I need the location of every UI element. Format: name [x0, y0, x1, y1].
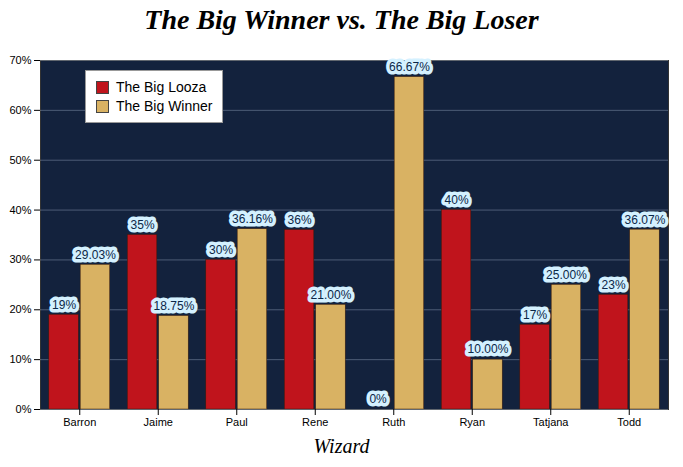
svg-text:Ruth: Ruth — [382, 416, 405, 428]
svg-text:36.16%: 36.16% — [232, 212, 273, 226]
svg-text:25.00%: 25.00% — [546, 268, 587, 282]
svg-text:0%: 0% — [369, 392, 387, 406]
svg-text:70%: 70% — [9, 54, 31, 66]
svg-text:10.00%: 10.00% — [468, 342, 509, 356]
html-text:Wizard: Wizard — [313, 435, 370, 457]
svg-text:Paul: Paul — [226, 416, 248, 428]
svg-text:21.00%: 21.00% — [311, 288, 352, 302]
svg-text:Rene: Rene — [302, 416, 328, 428]
svg-text:29.03%: 29.03% — [75, 248, 116, 262]
svg-text:0%: 0% — [16, 403, 32, 415]
svg-text:30%: 30% — [209, 243, 233, 257]
svg-text:50%: 50% — [9, 154, 31, 166]
svg-text:60%: 60% — [9, 104, 31, 116]
svg-text:20%: 20% — [9, 303, 31, 315]
svg-text:23%: 23% — [602, 278, 626, 292]
svg-text:36.07%: 36.07% — [625, 213, 666, 227]
svg-text:Tatjana: Tatjana — [533, 416, 569, 428]
svg-text:30%: 30% — [9, 253, 31, 265]
svg-text:10%: 10% — [9, 353, 31, 365]
svg-text:17%: 17% — [523, 308, 547, 322]
svg-text:40%: 40% — [9, 204, 31, 216]
svg-text:40%: 40% — [445, 193, 469, 207]
html-text:The Big Winner: The Big Winner — [116, 98, 213, 114]
svg-text:Todd: Todd — [617, 416, 641, 428]
html-text:The Big Looza: The Big Looza — [116, 79, 207, 95]
svg-text:19%: 19% — [52, 298, 76, 312]
svg-text:Barron: Barron — [63, 416, 96, 428]
svg-text:Ryan: Ryan — [459, 416, 485, 428]
html-text:The Big Winner vs. The Big Los: The Big Winner vs. The Big Loser — [144, 4, 539, 35]
svg-text:66.67%: 66.67% — [389, 60, 430, 74]
svg-text:36%: 36% — [288, 213, 312, 227]
svg-text:Jaime: Jaime — [144, 416, 173, 428]
svg-text:35%: 35% — [131, 218, 155, 232]
svg-text:18.75%: 18.75% — [154, 299, 195, 313]
